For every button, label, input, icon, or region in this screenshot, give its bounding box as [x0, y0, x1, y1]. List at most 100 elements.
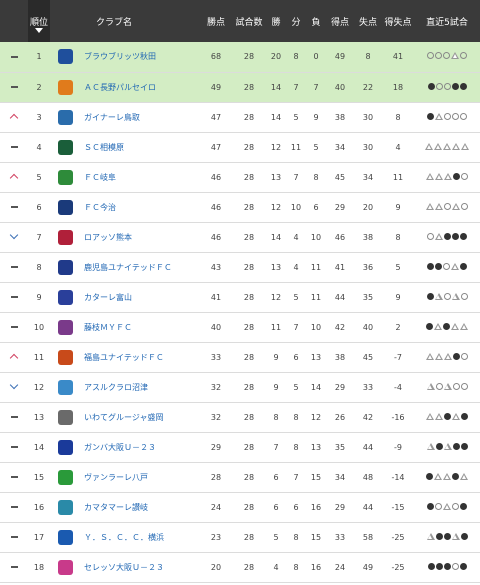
- draw-triangle-icon: [451, 532, 460, 540]
- rank-cell: 14: [33, 442, 45, 452]
- club-name-link[interactable]: ガンバ大阪Ｕ－２３: [84, 442, 156, 452]
- win-circle-icon: [443, 82, 451, 90]
- club-name-link[interactable]: いわてグルージャ盛岡: [84, 412, 164, 422]
- losses-cell: 0: [313, 52, 319, 62]
- win-circle-icon: [461, 172, 468, 180]
- recent-results: [426, 412, 468, 420]
- win-circle-icon: [444, 112, 451, 120]
- club-emblem-icon: [58, 169, 73, 185]
- club-emblem-icon: [58, 499, 73, 515]
- club-name-link[interactable]: ガイナーレ鳥取: [84, 112, 140, 122]
- goal-diff-cell: 8: [395, 232, 401, 242]
- loss-dot-icon: [435, 262, 442, 270]
- loss-dot-icon: [435, 562, 443, 570]
- club-name-link[interactable]: ＦＣ岐阜: [84, 172, 116, 182]
- wins-cell: 8: [273, 412, 279, 422]
- draws-cell: 5: [293, 292, 299, 302]
- club-name-link[interactable]: Ｙ．Ｓ．Ｃ．Ｃ．横浜: [84, 532, 164, 542]
- recent-results: [425, 142, 469, 150]
- trend-up-icon: [9, 113, 19, 122]
- losses-cell: 10: [310, 232, 322, 242]
- points-cell: 47: [210, 112, 222, 122]
- draws-cell: 8: [293, 532, 299, 542]
- trend-up-icon: [9, 173, 19, 182]
- club-name-link[interactable]: カマタマーレ讃岐: [84, 502, 148, 512]
- trend-flat-icon: [10, 446, 18, 448]
- loss-dot-icon: [435, 442, 443, 450]
- played-cell: 28: [243, 412, 255, 422]
- club-name-link[interactable]: 福島ユナイテッドＦＣ: [84, 352, 164, 362]
- goal-diff-cell: 9: [395, 202, 401, 212]
- draw-triangle-icon: [443, 502, 451, 510]
- points-cell: 32: [210, 412, 222, 422]
- goal-diff-cell: -15: [391, 502, 405, 512]
- wins-cell: 7: [273, 442, 279, 452]
- table-row: 1 ブラウブリッツ秋田 68 28 20 8 0 49 8 41: [0, 42, 480, 72]
- trend-cell: [0, 552, 28, 582]
- club-name-link[interactable]: 鹿児島ユナイテッドＦＣ: [84, 262, 172, 272]
- draws-cell: 7: [293, 322, 299, 332]
- points-cell: 46: [210, 202, 222, 212]
- goal-diff-cell: 41: [392, 52, 404, 62]
- points-cell: 46: [210, 172, 222, 182]
- recent-results-cell: [414, 102, 480, 132]
- win-circle-icon: [427, 232, 434, 240]
- trend-cell: [0, 282, 28, 312]
- goals-against-cell: 49: [362, 562, 374, 572]
- recent-results: [427, 502, 467, 510]
- rank-header[interactable]: 順位: [28, 0, 50, 42]
- points-cell: 49: [210, 82, 222, 92]
- trend-cell: [0, 252, 28, 282]
- played-cell: 28: [243, 52, 255, 62]
- win-circle-icon: [452, 112, 459, 120]
- wins-cell: 12: [270, 292, 282, 302]
- win-circle-icon: [451, 562, 459, 570]
- club-cell: ガイナーレ鳥取: [50, 102, 200, 132]
- played-cell: 28: [243, 232, 255, 242]
- rank-cell: 1: [36, 52, 42, 62]
- table-body: 1 ブラウブリッツ秋田 68 28 20 8 0 49 8 41 2 ＡＣ長野パルセイロ 49 28 14 7…: [0, 42, 480, 582]
- club-name-link[interactable]: ロアッソ熊本: [84, 232, 132, 242]
- goal-diff-cell: -7: [394, 352, 402, 362]
- club-header: クラブ名: [96, 17, 133, 28]
- draw-triangle-icon: [460, 322, 468, 330]
- goals-against-cell: 48: [362, 472, 374, 482]
- club-name-link[interactable]: ヴァンラーレ八戸: [84, 472, 148, 482]
- trend-flat-icon: [10, 206, 18, 208]
- trend-cell: [0, 312, 28, 342]
- draws-cell: 11: [290, 142, 302, 152]
- club-name-link[interactable]: アスルクラロ沼津: [84, 382, 148, 392]
- points-cell: 24: [210, 502, 222, 512]
- goal-diff-cell: -25: [391, 532, 405, 542]
- wins-cell: 14: [270, 232, 282, 242]
- sort-arrow-icon: [35, 28, 43, 33]
- table-row: 4 ＳＣ相模原 47 28 12 11 5 34 30 4: [0, 132, 480, 162]
- club-name-link[interactable]: ブラウブリッツ秋田: [84, 52, 156, 62]
- goals-for-cell: 26: [334, 412, 346, 422]
- recent-results-cell: [414, 432, 480, 462]
- trend-cell: [0, 372, 28, 402]
- draws-cell: 4: [293, 232, 299, 242]
- club-name-link[interactable]: ＳＣ相模原: [84, 142, 124, 152]
- played-cell: 28: [243, 112, 255, 122]
- loss-dot-icon: [460, 262, 467, 270]
- draw-triangle-icon: [434, 322, 442, 330]
- played-cell: 28: [243, 142, 255, 152]
- goals-for-cell: 35: [334, 442, 346, 452]
- club-name-link[interactable]: カターレ富山: [84, 292, 132, 302]
- played-cell: 28: [243, 352, 255, 362]
- club-emblem-icon: [58, 109, 73, 125]
- trend-cell: [0, 462, 28, 492]
- table-header: 順位 クラブ名 勝点 試合数 勝 分 負 得点 失点 得失点 直近5試合: [0, 0, 480, 42]
- table-row: 8 鹿児島ユナイテッドＦＣ 43 28 13 4 11 41 36 5: [0, 252, 480, 282]
- club-name-link[interactable]: ＦＣ今治: [84, 202, 116, 212]
- club-name-link[interactable]: ＡＣ長野パルセイロ: [84, 82, 156, 92]
- club-name-link[interactable]: セレッソ大阪Ｕ－２３: [84, 562, 164, 572]
- club-cell: ＦＣ今治: [50, 192, 200, 222]
- table-row: 6 ＦＣ今治 46 28 12 10 6 29 20 9: [0, 192, 480, 222]
- club-cell: いわてグルージャ盛岡: [50, 402, 200, 432]
- loss-dot-icon: [451, 82, 459, 90]
- loss-dot-icon: [444, 232, 451, 240]
- club-name-link[interactable]: 藤枝ＭＹＦＣ: [84, 322, 132, 332]
